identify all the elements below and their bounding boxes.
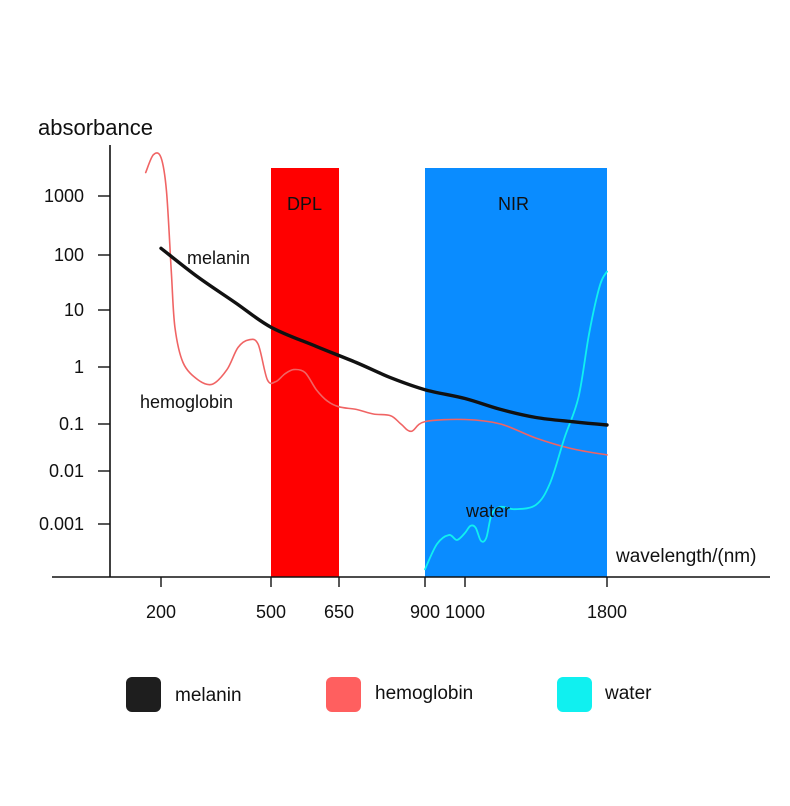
legend-item-hemoglobin: hemoglobin [326,677,473,712]
legend-swatch-water [557,677,592,712]
legend-swatch-hemoglobin [326,677,361,712]
x-axis-title: wavelength/(nm) [615,546,756,567]
y-tick-label: 0.01 [49,461,84,481]
x-tick-label: 900 [410,602,440,622]
x-tick-label: 200 [146,602,176,622]
series-label-hemoglobin: hemoglobin [140,392,233,412]
x-tick-label: 650 [324,602,354,622]
y-tick-label: 100 [54,245,84,265]
band-label-nir: NIR [498,194,529,214]
x-tick-label: 500 [256,602,286,622]
series-line-water [424,270,608,571]
legend-item-melanin: melanin [126,677,242,712]
label-layer: absorbance wavelength/(nm) melanin hemog… [38,115,756,567]
legend-label-water: water [604,683,652,704]
y-tick-label: 10 [64,300,84,320]
band-layer [271,168,607,577]
x-tick-label: 1800 [587,602,627,622]
legend-label-melanin: melanin [175,685,242,706]
y-axis-title: absorbance [38,115,153,140]
legend-item-water: water [557,677,652,712]
series-label-water: water [465,501,510,521]
band-nir [425,168,607,577]
series-label-melanin: melanin [187,248,250,268]
y-tick-label: 0.1 [59,414,84,434]
y-tick-label: 0.001 [39,514,84,534]
series-line-melanin [159,246,609,427]
legend-swatch-melanin [126,677,161,712]
axes-layer [52,145,770,578]
legend: melanin hemoglobin water [126,677,652,712]
series-line-hemoglobin [144,152,608,456]
x-tick-label: 1000 [445,602,485,622]
legend-label-hemoglobin: hemoglobin [375,683,473,704]
y-tick-label: 1 [74,357,84,377]
band-label-dpl: DPL [287,194,322,214]
series-layer [144,152,609,571]
y-tick-label: 1000 [44,186,84,206]
